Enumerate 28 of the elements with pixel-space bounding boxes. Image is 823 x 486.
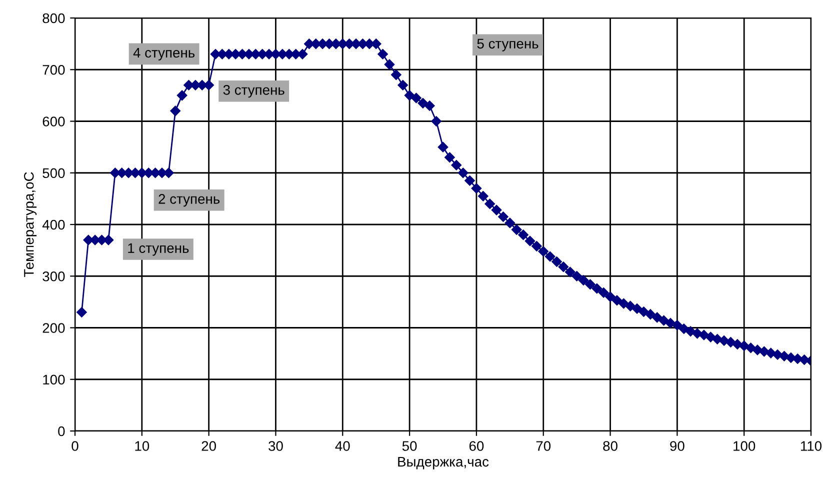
y-tick-label: 800 [42,13,65,24]
x-tick-label: 80 [603,441,618,451]
y-tick-label: 200 [42,323,65,333]
annotation: 3 ступень [223,84,284,98]
x-tick-label: 40 [335,441,350,451]
x-tick-label: 10 [135,441,150,451]
x-tick-label: 50 [402,441,417,451]
annotation: 2 ступень [158,194,220,207]
x-tick-label: 30 [268,441,283,451]
y-tick-label: 600 [42,116,65,126]
y-tick-label: 400 [42,220,65,230]
x-tick-label: 90 [670,441,684,451]
x-tick-label: 100 [734,441,756,451]
annotation: 5 ступень [477,38,538,52]
y-tick-label: 100 [43,374,65,385]
annotation: 4 ступень [133,48,195,60]
annotation: 1 ступень [128,243,189,256]
x-tick-label: 0 [72,441,78,451]
x-tick-label: 110 [800,441,822,451]
y-tick-label: 700 [42,64,65,75]
x-tick-label: 70 [536,441,551,451]
x-tick-label: 20 [202,441,216,451]
y-tick-label: 500 [42,168,65,178]
x-tick-label: 60 [469,441,484,451]
y-tick-label: 0 [58,426,65,436]
y-tick-label: 300 [42,271,65,282]
y-axis-title: Температура,оС [24,172,37,278]
x-axis-title: Выдержка,час [398,456,489,470]
